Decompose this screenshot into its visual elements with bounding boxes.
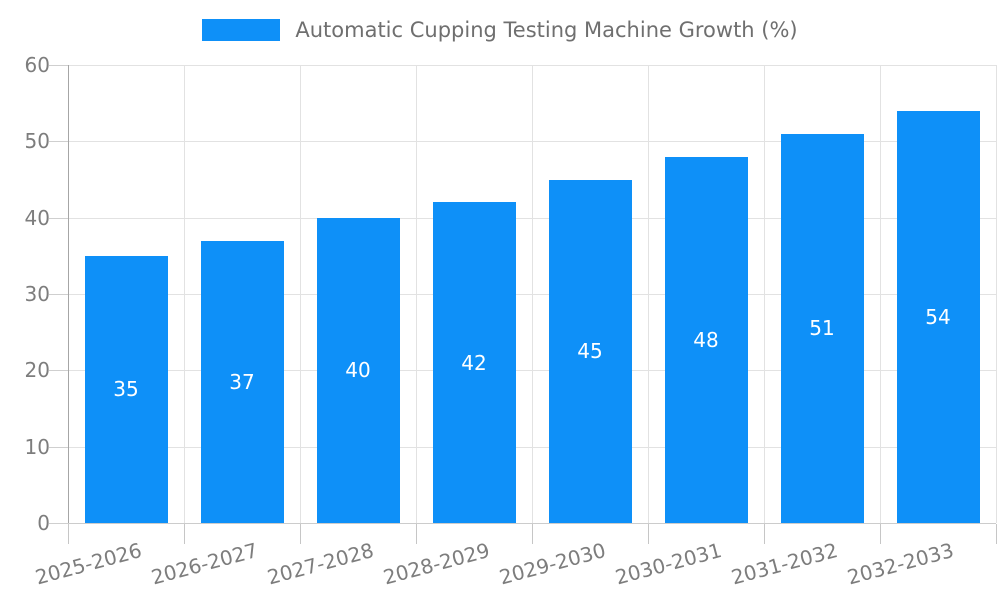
- y-tick-mark: [49, 446, 68, 448]
- bar[interactable]: [780, 133, 864, 523]
- bar[interactable]: [548, 179, 632, 523]
- x-tick-mark: [532, 524, 533, 544]
- legend-label: Automatic Cupping Testing Machine Growth…: [295, 18, 798, 42]
- bar[interactable]: [432, 202, 516, 523]
- bar-value-label: 54: [925, 304, 951, 329]
- y-axis-line: [68, 65, 69, 523]
- y-tick-label: 10: [24, 434, 50, 459]
- bar[interactable]: [664, 156, 748, 523]
- x-tick-mark: [416, 524, 417, 544]
- x-gridline: [996, 65, 997, 523]
- y-tick-mark: [49, 217, 68, 219]
- x-tick-label: 2026-2027: [148, 538, 261, 590]
- x-tick-label: 2030-2031: [612, 538, 725, 590]
- chart-legend: Automatic Cupping Testing Machine Growth…: [0, 18, 1000, 42]
- y-tick-label: 60: [24, 53, 50, 77]
- x-tick-label: 2028-2029: [380, 538, 493, 590]
- x-tick-mark: [300, 524, 301, 544]
- y-tick-mark: [49, 294, 68, 295]
- bar[interactable]: [200, 240, 284, 523]
- bar-value-label: 37: [229, 369, 255, 394]
- bar-value-label: 45: [577, 339, 603, 364]
- x-tick-mark: [184, 524, 185, 544]
- x-tick-label: 2031-2032: [728, 538, 841, 590]
- x-gridline: [300, 65, 301, 523]
- x-tick-label: 2029-2030: [496, 538, 609, 590]
- x-gridline: [532, 65, 533, 523]
- x-tick-label: 2032-2033: [844, 538, 957, 590]
- x-tick-mark: [68, 524, 69, 544]
- y-tick-mark: [49, 65, 68, 66]
- x-tick-mark: [648, 524, 649, 544]
- x-tick-label: 2025-2026: [32, 538, 145, 590]
- y-tick-mark: [49, 523, 68, 524]
- y-tick-mark: [49, 141, 68, 143]
- x-axis-line: [68, 523, 996, 524]
- bar-value-label: 51: [809, 316, 835, 341]
- x-tick-mark: [764, 524, 765, 544]
- x-gridline: [184, 65, 185, 523]
- y-tick-label: 30: [24, 282, 50, 306]
- bar[interactable]: [896, 110, 980, 523]
- bar[interactable]: [84, 255, 168, 523]
- bar-value-label: 40: [345, 358, 371, 383]
- x-tick-label: 2027-2028: [264, 538, 377, 590]
- bar-value-label: 48: [693, 327, 719, 352]
- x-gridline: [648, 65, 649, 523]
- legend-item-growth[interactable]: Automatic Cupping Testing Machine Growth…: [202, 18, 798, 42]
- bar-value-label: 42: [461, 350, 487, 375]
- x-tick-mark: [880, 524, 881, 544]
- y-tick-mark: [49, 370, 68, 372]
- x-gridline: [416, 65, 417, 523]
- y-tick-label: 20: [24, 358, 50, 383]
- bar[interactable]: [316, 217, 400, 523]
- y-tick-label: 50: [24, 129, 50, 154]
- x-gridline: [880, 65, 881, 523]
- x-gridline: [764, 65, 765, 523]
- x-tick-mark: [996, 524, 997, 544]
- bar-value-label: 35: [113, 377, 139, 402]
- y-tick-label: 40: [24, 205, 50, 230]
- legend-swatch: [202, 19, 281, 41]
- y-tick-label: 0: [37, 511, 50, 535]
